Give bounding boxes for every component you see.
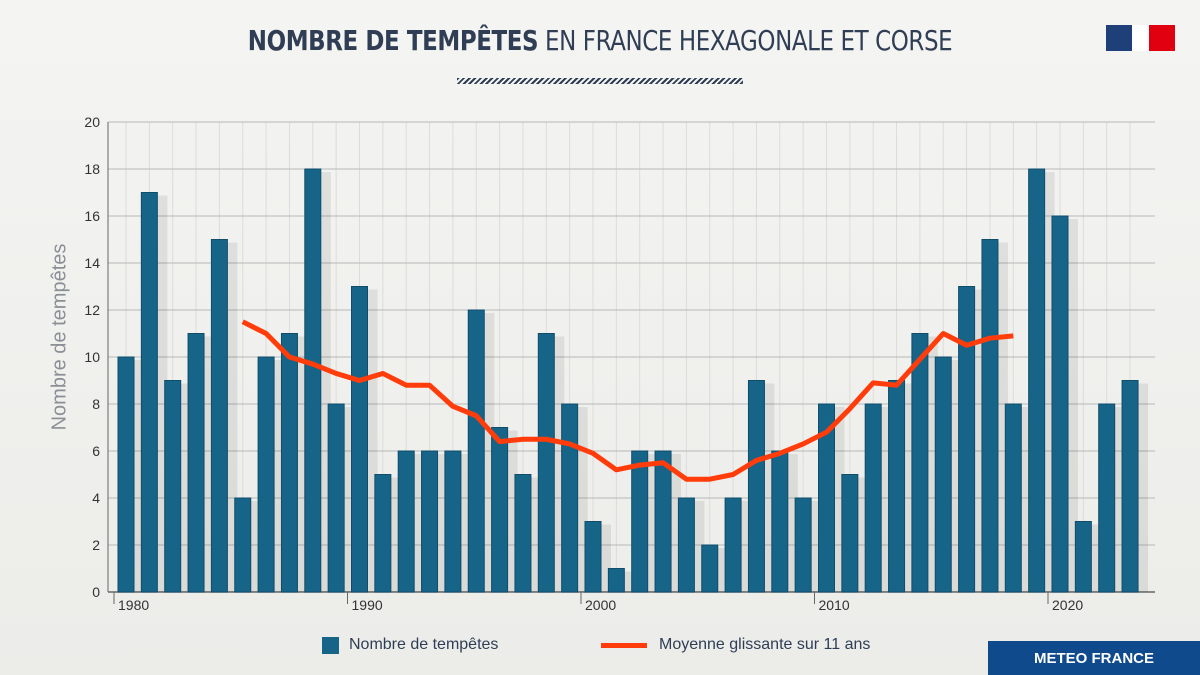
bar xyxy=(631,450,649,593)
bar xyxy=(280,333,298,593)
bar xyxy=(724,497,742,593)
y-tick-label: 6 xyxy=(92,443,100,459)
bar xyxy=(421,450,439,593)
legend-swatch-bar xyxy=(322,636,339,654)
y-tick-label: 8 xyxy=(92,396,100,412)
y-tick-label: 4 xyxy=(92,490,100,506)
y-tick-label: 12 xyxy=(84,302,100,318)
bar xyxy=(677,497,695,593)
bar xyxy=(1121,380,1139,593)
y-tick-label: 20 xyxy=(84,114,100,130)
meteo-france-brand: METEO FRANCE xyxy=(988,641,1200,675)
title-rest: EN FRANCE HEXAGONALE ET CORSE xyxy=(545,24,953,57)
bar xyxy=(351,286,368,593)
bar xyxy=(794,497,812,593)
legend-label-bars: Nombre de tempêtes xyxy=(349,636,499,653)
x-tick-label: 2020 xyxy=(1052,597,1083,613)
bar xyxy=(187,333,205,593)
bar xyxy=(1098,403,1116,593)
bar xyxy=(444,450,462,593)
bar xyxy=(701,544,719,593)
x-tick-label: 2010 xyxy=(819,597,850,613)
legend-label-line: Moyenne glissante sur 11 ans xyxy=(659,636,871,653)
bar xyxy=(1074,521,1092,593)
bar xyxy=(234,497,252,593)
title-underline-decoration xyxy=(457,78,743,84)
bar xyxy=(327,403,345,593)
chart-title: NOMBRE DE TEMPÊTES EN FRANCE HEXAGONALE … xyxy=(108,24,1092,57)
bar xyxy=(584,521,602,593)
y-tick-label: 10 xyxy=(84,349,100,365)
bar xyxy=(1051,215,1069,593)
legend-swatch-line xyxy=(601,642,647,648)
y-tick-label: 2 xyxy=(92,537,100,553)
y-tick-label: 16 xyxy=(84,208,100,224)
bar xyxy=(467,309,485,593)
bar xyxy=(140,192,158,593)
y-tick-label: 0 xyxy=(92,584,100,600)
bar xyxy=(210,239,228,593)
x-tick-label: 1980 xyxy=(118,597,149,613)
bar xyxy=(958,286,976,593)
y-tick-label: 14 xyxy=(84,255,100,271)
bar xyxy=(981,239,999,593)
x-tick-label: 2000 xyxy=(585,597,616,613)
bar xyxy=(561,403,579,593)
bar xyxy=(537,333,555,593)
bar xyxy=(934,356,952,593)
y-tick-label: 18 xyxy=(84,161,100,177)
bar xyxy=(257,356,275,593)
republique-francaise-logo xyxy=(1106,25,1176,51)
bar xyxy=(747,380,765,593)
bar xyxy=(911,333,929,593)
bar xyxy=(304,168,322,593)
bar xyxy=(818,403,835,593)
title-bold: NOMBRE DE TEMPÊTES xyxy=(247,24,539,57)
bar xyxy=(841,474,859,593)
moving-average-line xyxy=(241,319,1014,482)
bar xyxy=(164,380,182,593)
bar xyxy=(117,356,135,593)
bar xyxy=(397,450,415,593)
legend-item-line: Moyenne glissante sur 11 ans xyxy=(601,636,870,654)
bar xyxy=(888,380,906,593)
bar xyxy=(654,450,672,593)
bar xyxy=(374,474,392,593)
legend-item-bars: Nombre de tempêtes xyxy=(322,636,498,654)
bar xyxy=(771,450,789,593)
bar xyxy=(514,474,532,593)
x-tick-label: 1990 xyxy=(352,597,383,613)
bar xyxy=(607,568,625,593)
bar xyxy=(864,403,882,593)
bar xyxy=(1028,168,1046,593)
bar xyxy=(491,427,509,593)
bar xyxy=(1004,403,1022,593)
